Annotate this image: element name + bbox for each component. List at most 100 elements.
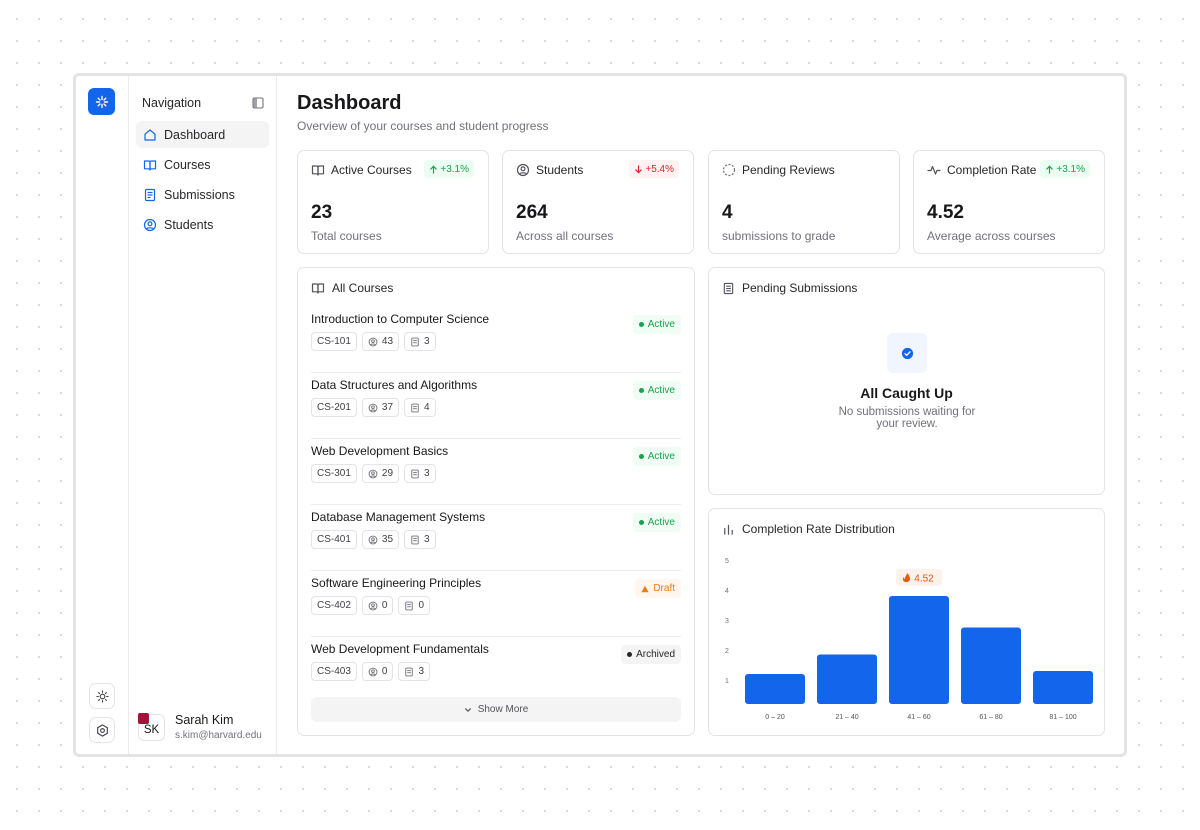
user-name: Sarah Kim — [175, 713, 234, 727]
course-meta: CS-301 29 3 — [311, 464, 436, 483]
app-window: Navigation Dashboard Courses — [73, 73, 1127, 757]
status-label: Draft — [653, 583, 675, 594]
course-row[interactable]: Database Management Systems CS-401 35 3 Acti… — [311, 505, 681, 571]
course-name: Web Development Fundamentals — [311, 642, 489, 656]
x-tick-label: 41 – 60 — [907, 714, 930, 721]
user-profile[interactable]: SK Sarah Kim s.kim@harvard.edu — [138, 712, 262, 741]
course-code: CS-402 — [311, 596, 357, 615]
sidebar-item-courses[interactable]: Courses — [136, 151, 269, 178]
completion-distribution-card: Completion Rate Distribution 1 2 3 4 5 0 – 20… — [708, 508, 1105, 736]
assignment-count: 0 — [398, 596, 431, 615]
bar-chart-icon — [724, 524, 733, 535]
assignment-count: 3 — [398, 662, 431, 681]
gear-icon — [96, 723, 108, 737]
settings-button[interactable] — [89, 717, 115, 743]
all-courses-card: All Courses Introduction to Computer Sci… — [297, 267, 695, 736]
course-meta: CS-403 0 3 — [311, 662, 431, 681]
student-count-value: 0 — [381, 600, 388, 611]
assignment-count-value: 3 — [424, 336, 430, 347]
chart-bar[interactable] — [889, 596, 949, 704]
course-name: Introduction to Computer Science — [311, 312, 490, 326]
sidebar-item-students[interactable]: Students — [136, 211, 269, 238]
status-dot-icon — [627, 652, 633, 657]
student-count-value: 29 — [381, 468, 394, 479]
status-badge: Active — [632, 513, 681, 532]
stat-value: 23 — [311, 202, 333, 223]
avatar: SK — [138, 712, 165, 741]
chevron-down-icon — [464, 707, 471, 712]
theme-toggle-button[interactable] — [89, 683, 115, 709]
loader-icon — [722, 163, 736, 177]
course-code: CS-101 — [311, 332, 357, 351]
sidebar-item-label: Submissions — [164, 187, 235, 202]
chart-bar[interactable] — [817, 654, 877, 705]
delta-badge: +3.1% — [1040, 160, 1090, 178]
navigation-panel: Navigation Dashboard Courses — [129, 76, 277, 754]
file-icon — [411, 403, 419, 412]
user-icon — [368, 469, 378, 478]
main-content: Dashboard Overview of your courses and s… — [277, 76, 1124, 754]
chart-bar[interactable] — [1033, 671, 1093, 704]
highlight-value: 4.52 — [914, 574, 934, 585]
sidebar-item-dashboard[interactable]: Dashboard — [136, 121, 269, 148]
user-email: s.kim@harvard.edu — [175, 730, 262, 741]
empty-state-title: All Caught Up — [860, 385, 953, 401]
course-meta: CS-402 0 0 — [311, 596, 431, 615]
status-label: Active — [647, 385, 675, 396]
student-count: 29 — [361, 464, 400, 483]
student-count: 0 — [361, 596, 394, 615]
assignment-count-value: 3 — [418, 666, 425, 677]
sidebar-item-submissions[interactable]: Submissions — [136, 181, 269, 208]
chart-bar[interactable] — [961, 627, 1021, 705]
assignment-count-value: 4 — [424, 402, 430, 413]
assignment-count-value: 0 — [418, 600, 425, 611]
arrow-up-icon — [430, 165, 438, 174]
stat-description: Total courses — [311, 229, 382, 243]
sidebar-item-label: Courses — [164, 157, 211, 172]
course-row[interactable]: Data Structures and Algorithms CS-201 37 4 A… — [311, 373, 681, 439]
course-row[interactable]: Introduction to Computer Science CS-101 43… — [311, 307, 681, 373]
file-icon — [411, 535, 419, 544]
sidebar-toggle-icon[interactable] — [252, 97, 264, 109]
card-title: Completion Rate Distribution — [742, 522, 895, 536]
avatar-initials: SK — [143, 723, 160, 736]
x-tick-label: 21 – 40 — [835, 714, 858, 721]
y-tick-label: 1 — [725, 678, 729, 685]
book-icon — [311, 165, 325, 176]
user-icon — [368, 601, 378, 610]
flame-icon — [902, 573, 910, 582]
status-dot-icon — [638, 322, 644, 327]
user-icon — [368, 667, 378, 676]
file-icon — [144, 188, 156, 201]
course-name: Software Engineering Principles — [311, 576, 482, 590]
course-meta: CS-201 37 4 — [311, 398, 436, 417]
status-label: Active — [647, 319, 675, 330]
y-tick-label: 5 — [725, 558, 729, 565]
delta-badge: +5.4% — [629, 160, 679, 178]
student-count: 35 — [361, 530, 400, 549]
course-name: Database Management Systems — [311, 510, 486, 524]
activity-icon — [927, 165, 941, 175]
course-row[interactable]: Software Engineering Principles CS-402 0 0 D… — [311, 571, 681, 637]
app-logo[interactable] — [88, 88, 115, 115]
x-tick-label: 61 – 80 — [979, 714, 1002, 721]
status-label: Active — [647, 517, 675, 528]
course-row[interactable]: Web Development Basics CS-301 29 3 Active — [311, 439, 681, 505]
course-code: CS-403 — [311, 662, 357, 681]
sidebar-item-label: Students — [164, 217, 214, 232]
chart-bar[interactable] — [745, 674, 805, 704]
file-icon — [405, 667, 414, 676]
status-dot-icon — [638, 388, 644, 393]
assignment-count-value: 3 — [424, 468, 430, 479]
stat-label: Active Courses — [331, 163, 412, 177]
delta-value: +3.1% — [1056, 163, 1085, 175]
status-badge: Active — [632, 381, 681, 400]
course-row[interactable]: Web Development Fundamentals CS-403 0 3 Arch… — [311, 637, 681, 703]
stat-value: 264 — [516, 202, 548, 223]
course-meta: CS-401 35 3 — [311, 530, 436, 549]
navigation-title: Navigation — [142, 96, 202, 110]
icon-rail — [76, 76, 129, 754]
show-more-button[interactable]: Show More — [311, 697, 681, 722]
status-label: Archived — [636, 649, 675, 660]
status-badge: Active — [632, 315, 681, 334]
